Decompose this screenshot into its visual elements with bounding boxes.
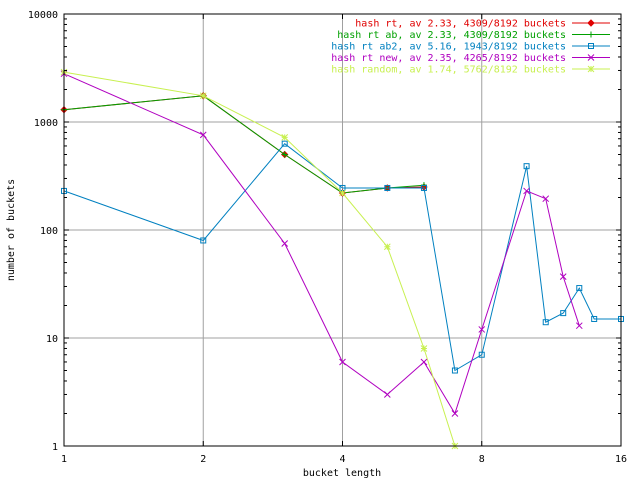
data-point-marker: [591, 315, 598, 322]
series-2: [61, 92, 427, 197]
legend-label: hash rt ab, av 2.33, 4309/8192 buckets: [337, 30, 566, 41]
data-point-marker: [420, 358, 428, 366]
data-point-marker: [199, 131, 207, 139]
data-point-marker: [587, 19, 595, 27]
data-point-marker: [575, 322, 583, 330]
data-point-marker: [339, 358, 346, 366]
data-point-marker: [281, 140, 288, 147]
axes: 1 2 4 8 16 1 10 100 1000 10000: [28, 10, 627, 465]
data-point-marker: [383, 391, 391, 398]
x-tick-label: 2: [200, 454, 206, 465]
y-axis-label: number of buckets: [6, 179, 17, 281]
x-tick-label: 1: [61, 454, 67, 465]
series-3: [61, 140, 624, 374]
grid: [64, 14, 621, 446]
series-line: [63, 143, 621, 372]
data-point-marker: [478, 326, 486, 333]
data-point-marker: [339, 189, 346, 197]
y-tick-label: 10000: [28, 10, 58, 21]
data-point-marker: [384, 184, 391, 191]
data-point-marker: [559, 273, 567, 280]
data-point-marker: [576, 285, 583, 292]
y-tick-label: 100: [40, 226, 58, 237]
x-tick-label: 16: [615, 454, 627, 465]
legend-label: hash rt, av 2.33, 4309/8192 buckets: [355, 19, 566, 30]
data-point-marker: [523, 163, 530, 170]
series-line: [63, 73, 580, 415]
data-point-marker: [281, 240, 289, 247]
legend-label: hash rt ab2, av 5.16, 1943/8192 buckets: [331, 42, 566, 53]
series-line: [63, 95, 425, 194]
data-point-marker: [200, 237, 207, 244]
y-tick-label: 10: [46, 334, 58, 345]
legend: hash rt, av 2.33, 4309/8192 bucketshash …: [331, 19, 610, 76]
data-point-marker: [451, 367, 458, 374]
x-axis-label: bucket length: [303, 468, 381, 479]
data-point-marker: [542, 195, 550, 203]
data-point-marker: [383, 243, 391, 251]
series-line: [63, 71, 456, 447]
legend-label: hash rt new, av 2.35, 4265/8192 buckets: [331, 53, 566, 64]
data-point-marker: [587, 65, 595, 73]
x-tick-label: 4: [339, 454, 345, 465]
data-point-marker: [420, 345, 428, 352]
data-point-marker: [420, 184, 427, 191]
series-1: [60, 92, 428, 197]
series-group: [60, 68, 624, 450]
data-point-marker: [588, 31, 594, 38]
x-tick-label: 8: [479, 454, 485, 465]
series-line: [63, 95, 425, 194]
series-5: [60, 68, 459, 450]
legend-label: hash random, av 1.74, 5762/8192 buckets: [331, 65, 566, 76]
data-point-marker: [588, 43, 594, 49]
data-point-marker: [199, 92, 207, 100]
data-point-marker: [542, 319, 549, 326]
data-point-marker: [587, 54, 595, 61]
data-point-marker: [281, 151, 288, 158]
data-point-marker: [478, 351, 485, 358]
data-point-marker: [523, 187, 530, 195]
data-point-marker: [560, 310, 567, 317]
y-tick-label: 1: [52, 442, 58, 453]
series-4: [60, 70, 583, 417]
data-point-marker: [281, 134, 289, 141]
data-point-marker: [451, 410, 459, 417]
y-tick-label: 1000: [34, 118, 58, 129]
